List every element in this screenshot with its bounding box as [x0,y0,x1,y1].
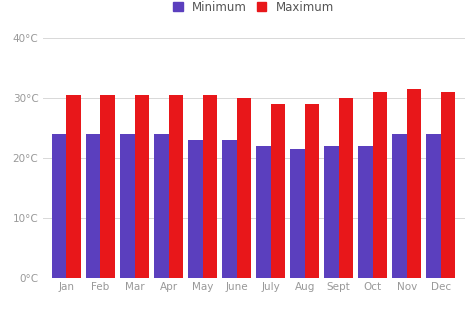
Bar [222,140,237,278]
Bar [271,104,285,278]
Bar [169,95,183,278]
Bar [373,92,387,278]
Bar [324,146,338,278]
Bar [256,146,271,278]
Bar [188,140,202,278]
Bar [202,95,217,278]
Bar [237,98,251,278]
Bar [441,92,455,278]
Bar [291,149,305,278]
Bar [407,89,421,278]
Bar [358,146,373,278]
Bar [305,104,319,278]
Bar [135,95,149,278]
Legend: Minimum, Maximum: Minimum, Maximum [173,1,334,14]
Bar [338,98,353,278]
Bar [120,134,135,278]
Bar [52,134,66,278]
Bar [392,134,407,278]
Bar [66,95,81,278]
Bar [427,134,441,278]
Bar [154,134,169,278]
Bar [100,95,115,278]
Bar [86,134,100,278]
